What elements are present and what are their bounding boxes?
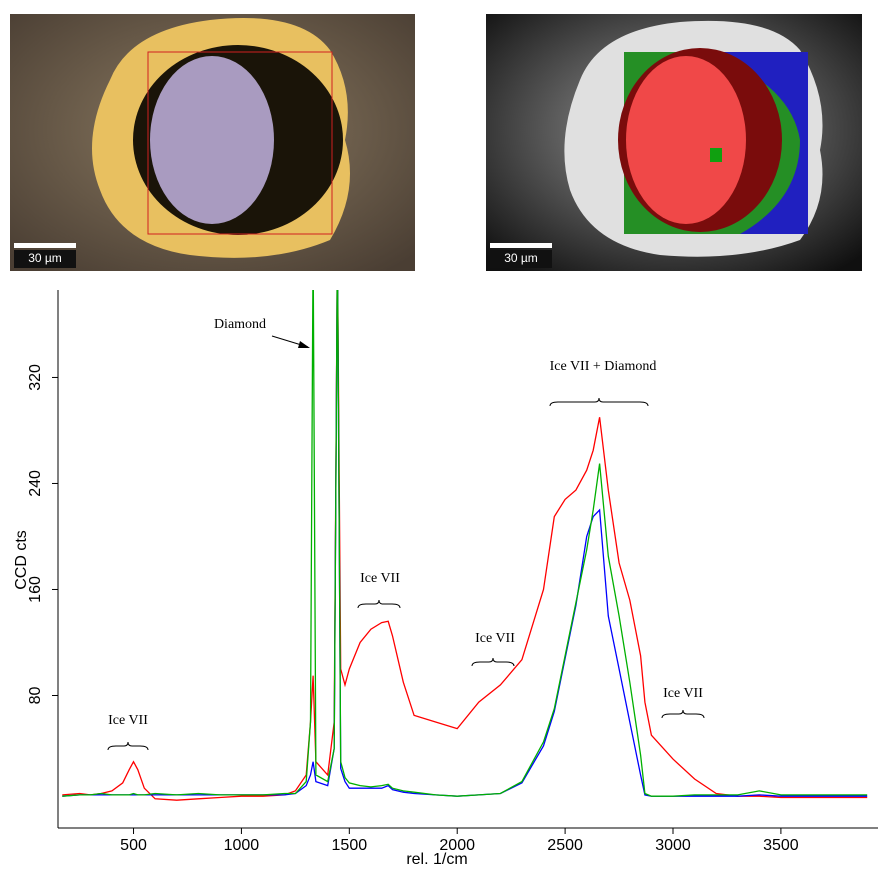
annotation: Ice VII (108, 713, 148, 728)
annotation: Diamond (214, 317, 266, 332)
arrow-head (298, 341, 310, 348)
y-tick-label: 80 (27, 686, 44, 704)
x-tick-label: 500 (120, 837, 147, 854)
x-tick-label: 3000 (655, 837, 691, 854)
x-tick-label: 1000 (224, 837, 260, 854)
y-tick-label: 160 (27, 576, 44, 603)
annotation: Ice VII (360, 571, 400, 586)
map-image: 30 µm (486, 14, 862, 271)
y-tick-label: 240 (27, 470, 44, 497)
annotation: Ice VII + Diamond (550, 359, 657, 374)
y-tick-label: 320 (27, 364, 44, 391)
x-tick-label: 1500 (332, 837, 368, 854)
brace (549, 397, 649, 407)
annotation: Ice VII (475, 631, 515, 646)
chart: rel. 1/cm CCD cts 500 1000 1500 2000 2500 300… (13, 290, 878, 868)
optical-image: 30 µm (10, 14, 415, 271)
x-tick-label: 2500 (547, 837, 583, 854)
brace (107, 741, 149, 751)
brace (471, 657, 515, 667)
spectrum-line (62, 290, 868, 797)
x-tick-label: 3500 (763, 837, 799, 854)
x-axis-label: rel. 1/cm (406, 851, 467, 868)
scale-bar-label: 30 µm (28, 251, 62, 265)
brace (357, 599, 401, 609)
brace (661, 709, 705, 719)
spectrum-line (62, 290, 868, 801)
x-tick-label: 2000 (439, 837, 475, 854)
annotation: Ice VII (663, 686, 703, 701)
y-axis-label: CCD cts (13, 530, 30, 590)
plot-area (62, 290, 868, 801)
spectrum-line (62, 290, 868, 797)
scale-bar-label: 30 µm (504, 251, 538, 265)
